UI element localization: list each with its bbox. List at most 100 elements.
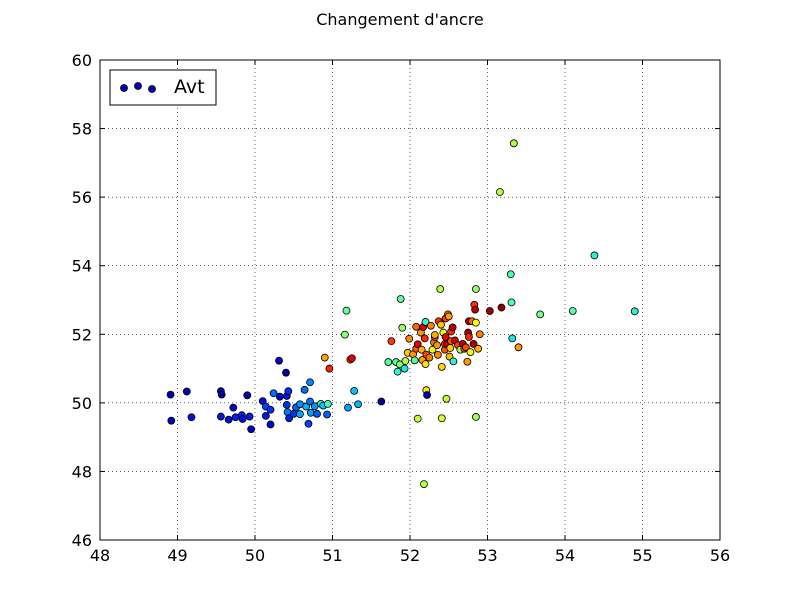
legend-label: Avt [174,76,205,98]
scatter-point [320,353,329,362]
scatter-point [421,360,430,369]
scatter-point [436,285,445,293]
scatter-point [475,330,484,339]
scatter-point [448,323,457,332]
legend-marker [120,84,128,92]
scatter-point [224,415,233,424]
y-tick-label: 48 [72,462,92,481]
y-tick-label: 60 [72,51,92,70]
scatter-point [396,295,405,303]
scatter-point [466,348,475,357]
scatter-point [485,307,494,315]
scatter-point [282,401,291,409]
scatter-point [354,400,362,409]
scatter-point [275,392,284,401]
x-tick-label: 54 [555,546,575,565]
y-tick-label: 58 [72,120,92,139]
scatter-point [323,399,332,408]
scatter-point [275,356,283,365]
scatter-point [306,397,314,406]
scatter-point [282,368,290,377]
scatter-point [417,345,426,354]
scatter-point [229,403,238,412]
scatter-point [350,386,359,395]
scatter-point [433,350,442,359]
scatter-point [412,322,421,331]
scatter-point [300,385,309,394]
scatter-point [461,343,470,352]
scatter-point [428,345,437,354]
scatter-point [420,480,428,489]
scatter-point [442,394,451,403]
scatter-point [245,412,254,421]
scatter-point [266,405,275,414]
scatter-point [568,307,577,315]
scatter-point [506,270,515,279]
scatter-point [393,367,402,376]
scatter-point [471,285,480,293]
legend-marker [148,85,156,93]
scatter-point [433,341,442,350]
scatter-point [430,331,439,339]
scatter-point [420,334,429,343]
scatter-point [269,389,278,398]
x-tick-label: 55 [632,546,652,565]
x-tick-label: 48 [90,546,110,565]
chart-title: Changement d'ancre [316,10,484,29]
scatter-point [413,414,422,423]
scatter-point [182,387,191,396]
scatter-point [437,320,445,329]
scatter-point [508,334,517,343]
scatter-point [425,353,434,362]
scatter-point [340,330,349,339]
scatter-point [507,298,516,307]
grid [100,60,720,540]
scatter-point [401,357,410,365]
x-tick-label: 52 [400,546,420,565]
scatter-point [387,337,396,346]
scatter-point [471,305,480,314]
scatter-point [306,378,314,387]
scatter-point [166,390,175,399]
scatter-point [437,414,446,423]
y-tick-label: 52 [72,325,92,344]
x-tick-label: 49 [167,546,187,565]
scatter-point [437,362,446,371]
scatter-point [377,397,386,406]
scatter-points [166,139,639,489]
scatter-point [495,188,504,196]
scatter-point [342,306,351,315]
scatter-point [474,344,483,353]
scatter-point [347,354,356,363]
scatter-point [400,364,409,373]
scatter-point [261,411,270,420]
scatter-point [384,358,393,366]
scatter-point [302,402,311,411]
scatter-point [304,419,313,428]
scatter-point [536,310,545,319]
y-tick-label: 50 [72,394,92,413]
x-tick-label: 53 [477,546,497,565]
x-tick-labels: 48 49 50 51 52 53 54 55 56 [90,546,730,565]
scatter-point [444,312,453,321]
axis-ticks [99,59,721,541]
scatter-point [410,356,419,365]
x-tick-label: 50 [245,546,265,565]
scatter-point [471,413,480,421]
x-tick-label: 51 [322,546,342,565]
scatter-point [167,416,176,425]
x-tick-label: 56 [710,546,730,565]
scatter-point [344,403,352,412]
scatter-point [514,343,523,352]
scatter-point [313,409,321,418]
scatter-point [238,415,247,423]
scatter-point [243,391,252,400]
scatter-point [405,334,414,343]
scatter-point [187,413,196,422]
scatter-point [284,387,293,396]
scatter-point [630,307,639,316]
scatter-point [266,420,275,429]
y-tick-label: 56 [72,188,92,207]
